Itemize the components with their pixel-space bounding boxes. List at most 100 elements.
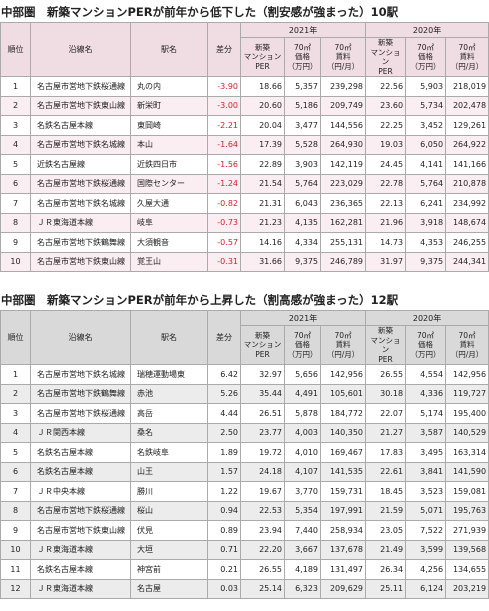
table-cell: 203,219 — [445, 578, 489, 599]
table-cell: 119,727 — [445, 383, 489, 404]
header-cell: 順位 — [0, 310, 31, 365]
table-cell: 3,495 — [405, 442, 447, 463]
table-cell: 14.73 — [365, 232, 407, 253]
table-cell: 25.14 — [240, 578, 285, 599]
table-cell: 148,674 — [445, 212, 489, 233]
table-cell: 21.27 — [365, 422, 407, 443]
table-cell: 伏見 — [130, 520, 208, 541]
table-cell: 桑名 — [130, 422, 208, 443]
table-cell: 9,375 — [405, 251, 447, 272]
table-cell: 23.94 — [240, 520, 285, 541]
table-cell: 岐阜 — [130, 212, 208, 233]
table-row: 10 ＪＲ東海道本線 大垣 0.71 22.20 3,667 137,678 21.49 3,5… — [0, 539, 489, 560]
table-cell: -2.21 — [207, 115, 241, 136]
table-cell: 7 — [0, 193, 31, 214]
table-cell: 3,523 — [405, 481, 447, 502]
table-cell: 9 — [0, 232, 31, 253]
table-cell: ＪＲ中央本線 — [30, 481, 131, 502]
table-cell: 3,903 — [284, 154, 321, 175]
table-cell: 2 — [0, 383, 31, 404]
table-cell: 3,770 — [284, 481, 321, 502]
table-cell: 209,749 — [319, 95, 367, 116]
table-cell: 9,375 — [284, 251, 321, 272]
header-cell: 沿線名 — [30, 310, 131, 365]
table-cell: 桜山 — [130, 500, 208, 521]
table-cell: 1.89 — [207, 442, 241, 463]
table-cell: 赤池 — [130, 383, 208, 404]
table-row: 8 名古屋市営地下鉄桜通線 桜山 0.94 22.53 5,354 197,991 21.59… — [0, 500, 489, 521]
table-cell: 1 — [0, 76, 31, 97]
table-cell: ＪＲ関西本線 — [30, 422, 131, 443]
table-cell: 159,081 — [445, 481, 489, 502]
table-cell: 7,522 — [405, 520, 447, 541]
table-cell: 1.57 — [207, 461, 241, 482]
table-cell: 名古屋市営地下鉄名城線 — [30, 193, 131, 214]
table-cell: 近鉄四日市 — [130, 154, 208, 175]
table-cell: 20.60 — [240, 95, 285, 116]
table-cell: 3,667 — [284, 539, 321, 560]
table-cell: 142,119 — [319, 154, 367, 175]
table-cell: 久屋大通 — [130, 193, 208, 214]
table-cell: 大垣 — [130, 539, 208, 560]
table-cell: 6,241 — [405, 193, 447, 214]
table-cell: 169,467 — [319, 442, 367, 463]
table-cell: 159,731 — [319, 481, 367, 502]
table-cell: 18.66 — [240, 76, 285, 97]
header-cell: 駅名 — [130, 22, 208, 77]
table-cell: 26.55 — [240, 559, 285, 580]
table-cell: 名鉄名古屋本線 — [30, 559, 131, 580]
table-cell: 131,497 — [319, 559, 367, 580]
subheader-row: 新築 マンション PER 70㎡ 価格 （万円） 70㎡ 賃料 （円/月） 新築 マン… — [1, 325, 489, 365]
table-cell: 本山 — [130, 134, 208, 155]
table-cell: 17.39 — [240, 134, 285, 155]
table-cell: 8 — [0, 500, 31, 521]
table-cell: 4,010 — [284, 442, 321, 463]
table-cell: 210,878 — [445, 173, 489, 194]
table-cell: 21.54 — [240, 173, 285, 194]
table-cell: 21.31 — [240, 193, 285, 214]
table-cell: 新栄町 — [130, 95, 208, 116]
table-cell: 22.20 — [240, 539, 285, 560]
year-header: 2020年 — [365, 22, 489, 38]
table-cell: 141,166 — [445, 154, 489, 175]
table-cell: 255,131 — [319, 232, 367, 253]
table-cell: 3,599 — [405, 539, 447, 560]
table-cell: 23.60 — [365, 95, 407, 116]
table-cell: 5,764 — [284, 173, 321, 194]
table-cell: 22.61 — [365, 461, 407, 482]
table-cell: 名鉄名古屋本線 — [30, 461, 131, 482]
table-row: 6 名鉄名古屋本線 山王 1.57 24.18 4,107 141,535 22.61 3,84… — [0, 461, 489, 482]
table-cell: 4,491 — [284, 383, 321, 404]
table-cell: 223,029 — [319, 173, 367, 194]
table-row: 1 名古屋市営地下鉄桜通線 丸の内 -3.90 18.66 5,357 239,298 22.… — [0, 76, 489, 97]
table-cell: 4,141 — [405, 154, 447, 175]
table-row: 8 ＪＲ東海道本線 岐阜 -0.73 21.23 4,135 162,281 21.96 3,9… — [0, 212, 489, 233]
table-cell: -1.24 — [207, 173, 241, 194]
table-cell: 東岡崎 — [130, 115, 208, 136]
table-cell: 26.51 — [240, 403, 285, 424]
table-cell: 26.55 — [365, 364, 407, 385]
year-header: 2021年 — [239, 310, 367, 326]
table-cell: 21.23 — [240, 212, 285, 233]
table-cell: 3,587 — [405, 422, 447, 443]
year-header: 2021年 — [239, 22, 367, 38]
table-cell: 5,528 — [284, 134, 321, 155]
subheader-cell: 新築 マンション PER — [365, 37, 407, 77]
subheader-cell: 70㎡ 賃料 （円/月） — [445, 37, 489, 77]
table-cell: 202,478 — [445, 95, 489, 116]
table-row: 1 名古屋市営地下鉄名城線 瑞穂運動場東 6.42 32.97 5,656 142,956 2… — [0, 364, 489, 385]
table-cell: 21.96 — [365, 212, 407, 233]
table-cell: ＪＲ東海道本線 — [30, 539, 131, 560]
table-cell: 264,930 — [319, 134, 367, 155]
header-cell: 駅名 — [130, 310, 208, 365]
table-cell: 19.67 — [240, 481, 285, 502]
table-cell: 1.22 — [207, 481, 241, 502]
table-cell: 大須観音 — [130, 232, 208, 253]
table-row: 5 近鉄名古屋線 近鉄四日市 -1.56 22.89 3,903 142,119 24.45 4… — [0, 154, 489, 175]
table-cell: 234,992 — [445, 193, 489, 214]
header-cell: 差分 — [207, 22, 241, 77]
table-cell: 6,323 — [284, 578, 321, 599]
table-cell: 10 — [0, 251, 31, 272]
table-cell: -0.73 — [207, 212, 241, 233]
